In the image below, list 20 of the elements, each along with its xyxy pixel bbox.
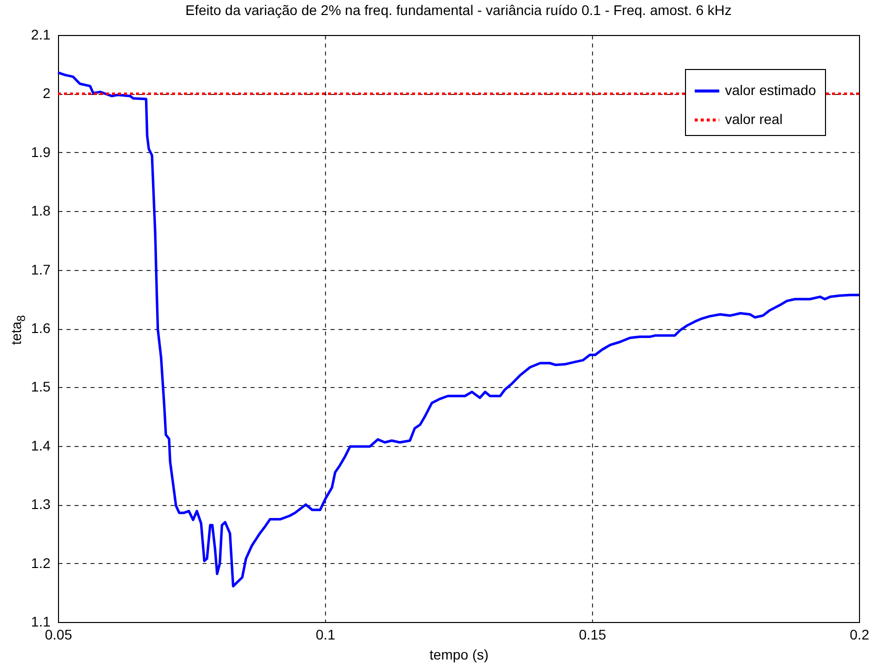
y-tick-label: 1.4 xyxy=(31,437,51,454)
y-tick-label: 1.6 xyxy=(31,320,51,336)
legend-label: valor estimado xyxy=(725,82,816,98)
y-tick-label: 2 xyxy=(42,85,51,102)
y-tick-label: 1.8 xyxy=(31,202,51,219)
y-tick-label: 1.2 xyxy=(31,554,51,571)
chart-title: Efeito da variação de 2% na freq. fundamental - variância ruído 0.1 - Freq. amost. 6 kHz xyxy=(185,2,732,18)
y-tick-label: 2.1 xyxy=(31,26,51,42)
y-tick-label: 1.3 xyxy=(31,496,51,512)
x-tick-label: 0.15 xyxy=(578,626,606,642)
y-tick-label: 1.1 xyxy=(31,614,51,630)
x-tick-label: 0.1 xyxy=(316,626,336,642)
legend-label: valor real xyxy=(725,111,783,127)
y-tick-label: 1.7 xyxy=(31,261,51,278)
x-tick-label: 0.2 xyxy=(850,626,870,642)
line-series xyxy=(56,71,860,588)
y-tick-label: 1.9 xyxy=(31,144,51,160)
y-tick-label: 1.5 xyxy=(31,378,51,395)
x-axis-title: tempo (s) xyxy=(429,646,489,662)
x-tick-label: 0.05 xyxy=(44,626,72,642)
